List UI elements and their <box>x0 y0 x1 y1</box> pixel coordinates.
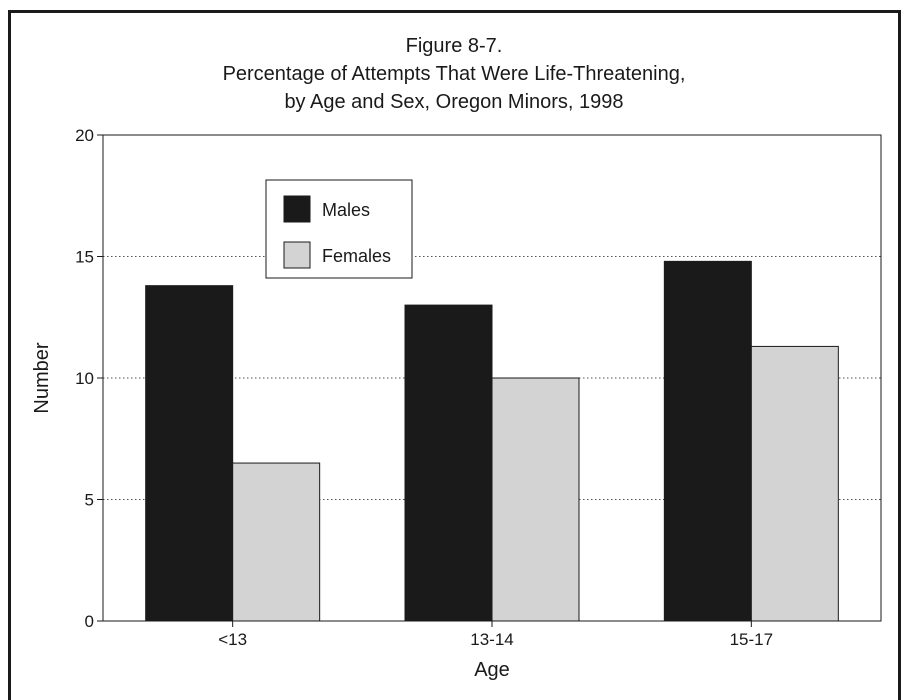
chart-title-line: Figure 8-7. <box>406 35 503 57</box>
figure-frame <box>8 10 901 700</box>
x-axis-title: Age <box>474 659 510 681</box>
y-tick-label: 20 <box>75 126 94 145</box>
y-axis: 0 5 10 15 20 <box>75 126 103 631</box>
bar-females-1 <box>491 377 580 622</box>
x-tick-label: 15-17 <box>730 630 773 649</box>
bar-females-2 <box>750 345 839 622</box>
legend-swatch-females <box>283 241 311 269</box>
bar-males-0 <box>145 285 234 622</box>
y-axis-title: Number <box>31 342 53 413</box>
y-tick-label: 0 <box>85 612 94 631</box>
bar-males-2 <box>663 260 752 622</box>
y-tick-label: 10 <box>75 369 94 388</box>
x-tick-label: <13 <box>218 630 247 649</box>
legend-label-females: Females <box>322 246 391 266</box>
chart-title-line: by Age and Sex, Oregon Minors, 1998 <box>284 91 623 113</box>
legend-swatch-males <box>283 195 311 223</box>
x-tick-label: 13-14 <box>470 630 513 649</box>
chart-title-line: Percentage of Attempts That Were Life-Th… <box>223 63 686 85</box>
legend: Males Females <box>265 179 413 279</box>
bar-males-1 <box>404 304 493 622</box>
y-tick-label: 15 <box>75 248 94 267</box>
bars <box>145 260 839 622</box>
legend-label-males: Males <box>322 200 370 220</box>
x-axis: <13 13-14 15-17 <box>218 621 773 649</box>
bar-females-0 <box>232 462 321 622</box>
chart-title: Figure 8-7. Percentage of Attempts That … <box>223 35 686 113</box>
y-tick-label: 5 <box>85 491 94 510</box>
